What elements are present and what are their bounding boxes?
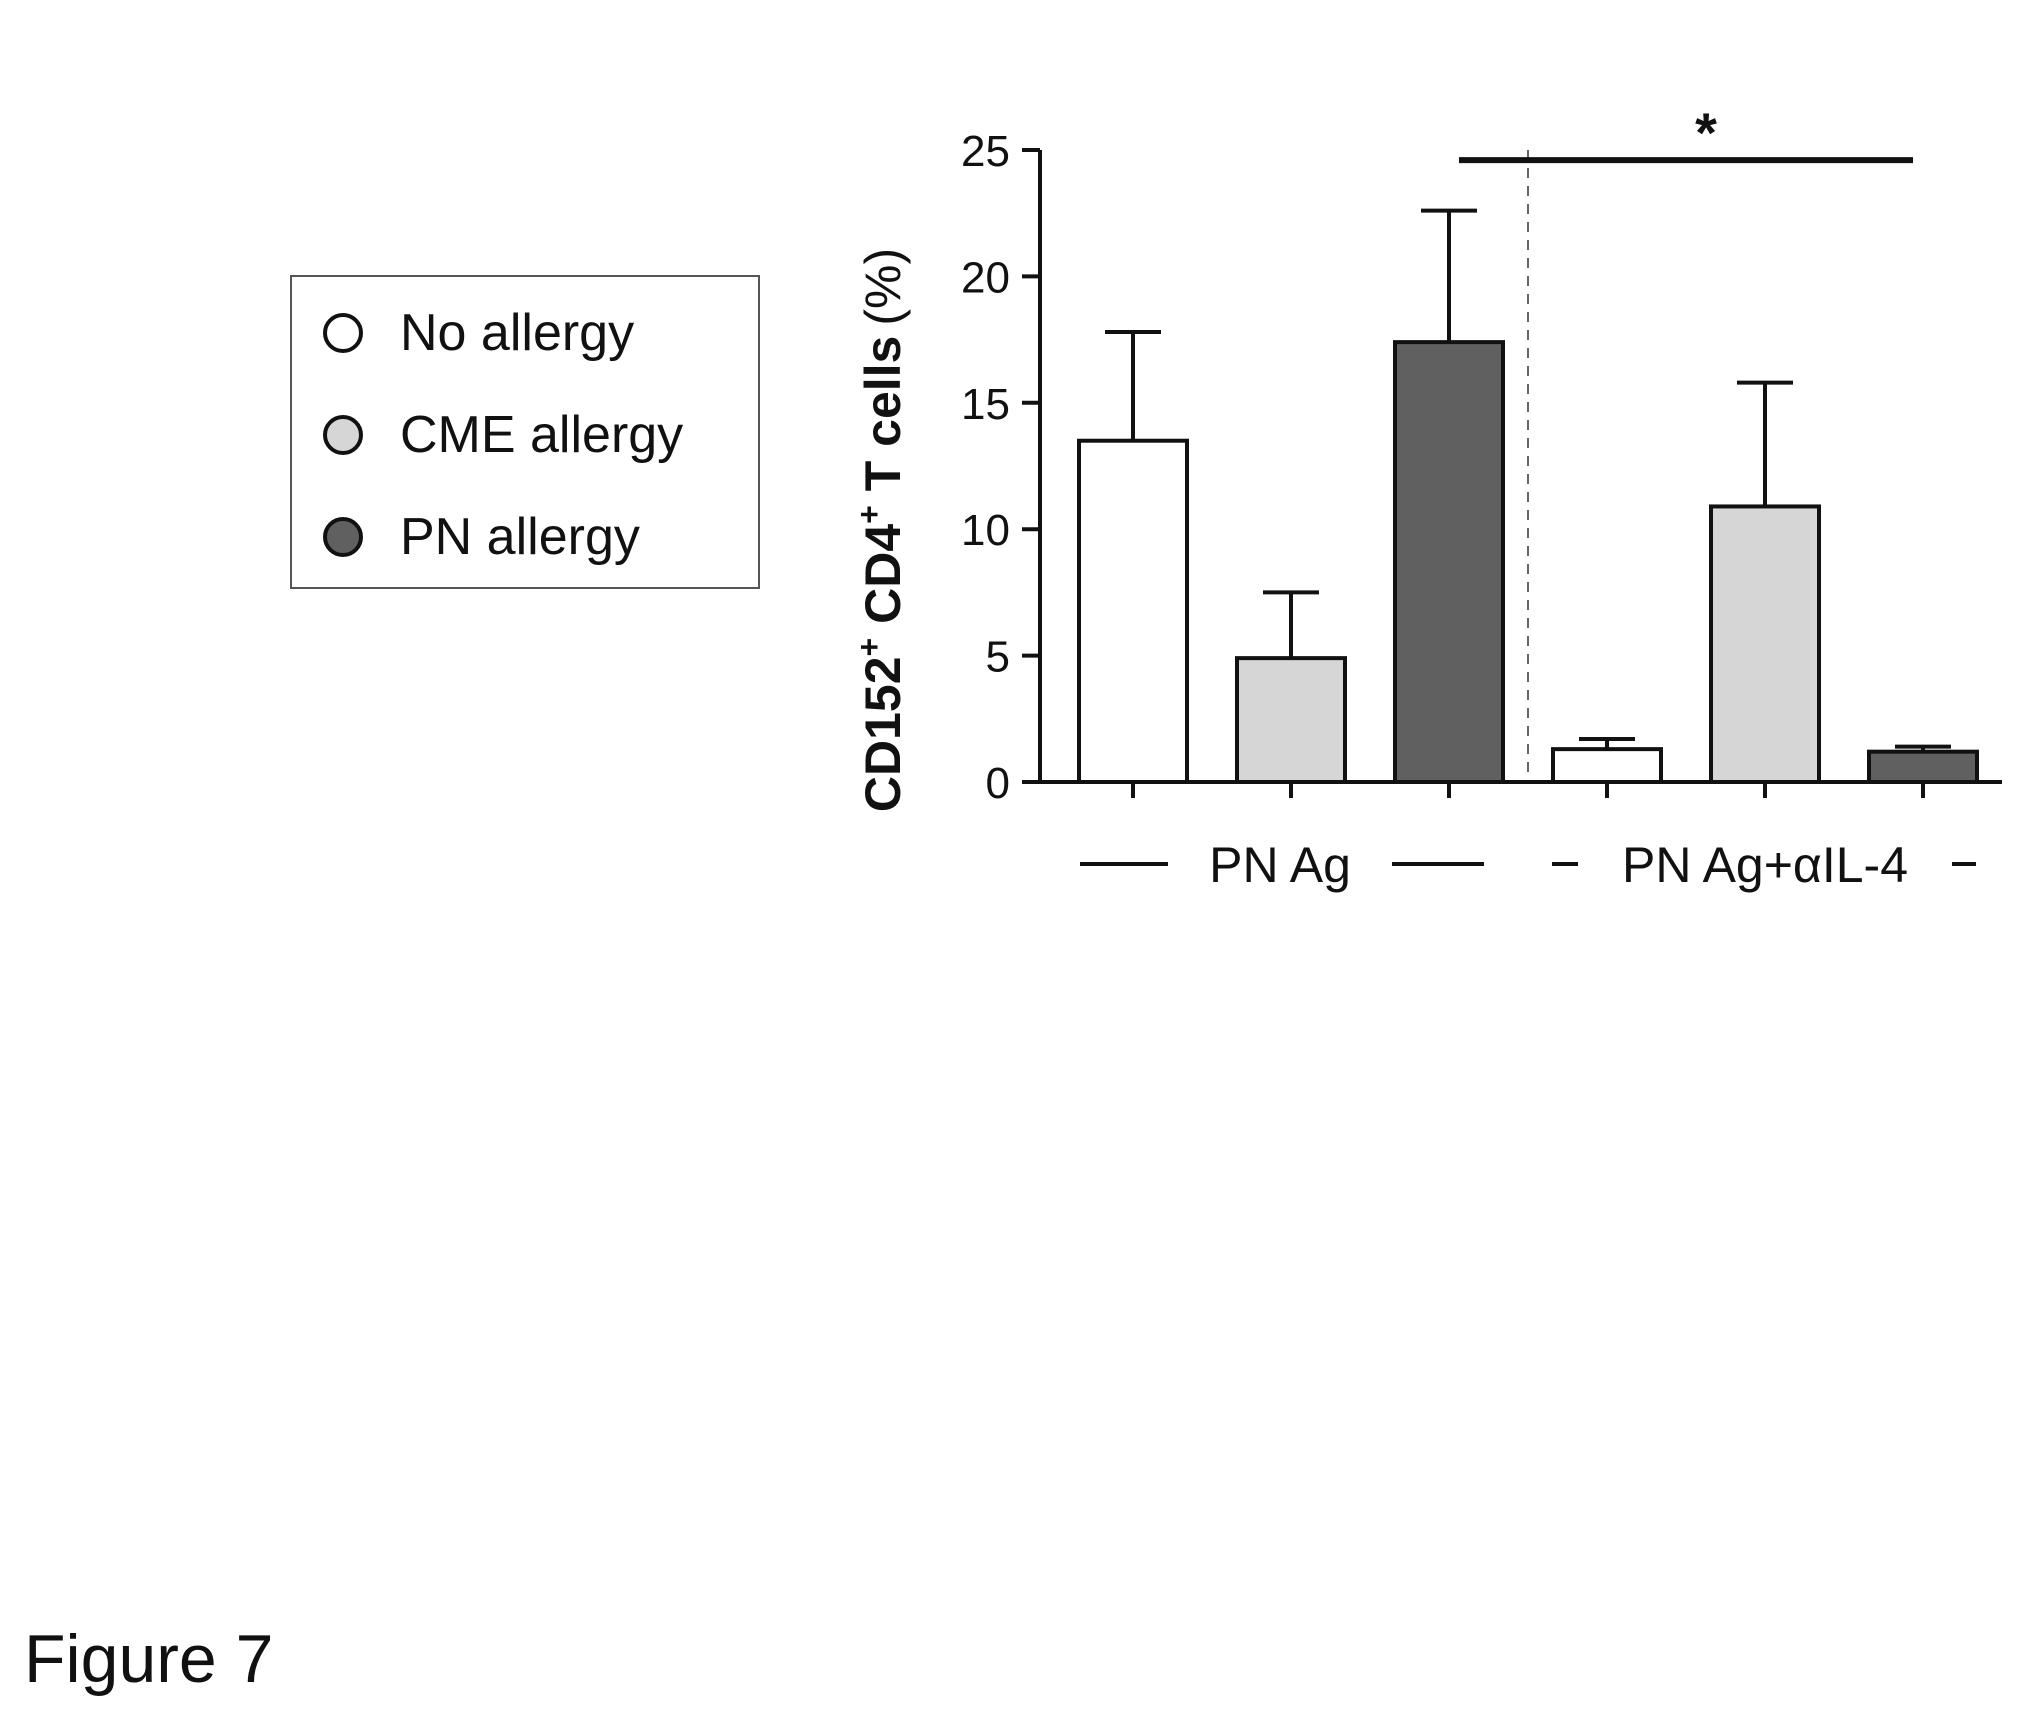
bar [1393, 340, 1505, 784]
bar [1709, 504, 1821, 784]
legend-label: No allergy [400, 304, 634, 362]
y-tick-label: 25 [961, 127, 1010, 176]
legend-marker [323, 313, 363, 353]
group-label: PN Ag+αIL-4 [1622, 837, 1908, 893]
y-tick-label: 0 [986, 759, 1010, 808]
group-label: PN Ag [1209, 837, 1351, 893]
bar [1551, 747, 1663, 784]
legend-marker [323, 415, 363, 455]
legend-marker [323, 517, 363, 557]
y-tick-label: 20 [961, 253, 1010, 302]
y-tick-label: 15 [961, 380, 1010, 429]
significance-label: * [1695, 101, 1717, 164]
legend-label: CME allergy [400, 406, 683, 464]
bar [1235, 656, 1347, 784]
legend-label: PN allergy [400, 508, 640, 566]
y-axis: 0 5 10 15 20 25 [961, 127, 1042, 808]
figure-label: Figure 7 [24, 1621, 274, 1697]
bar [1077, 438, 1189, 784]
y-tick-label: 10 [961, 506, 1010, 555]
y-axis-label: CD152+ CD4+ T cells(%) [851, 248, 911, 812]
y-tick-label: 5 [986, 633, 1010, 682]
bars: * [1077, 101, 1979, 785]
legend: No allergy CME allergy PN allergy [290, 275, 760, 589]
bar [1867, 749, 1979, 785]
x-axis: PN Ag PN Ag+αIL-4 [1040, 780, 2002, 893]
legend-box [290, 275, 760, 589]
